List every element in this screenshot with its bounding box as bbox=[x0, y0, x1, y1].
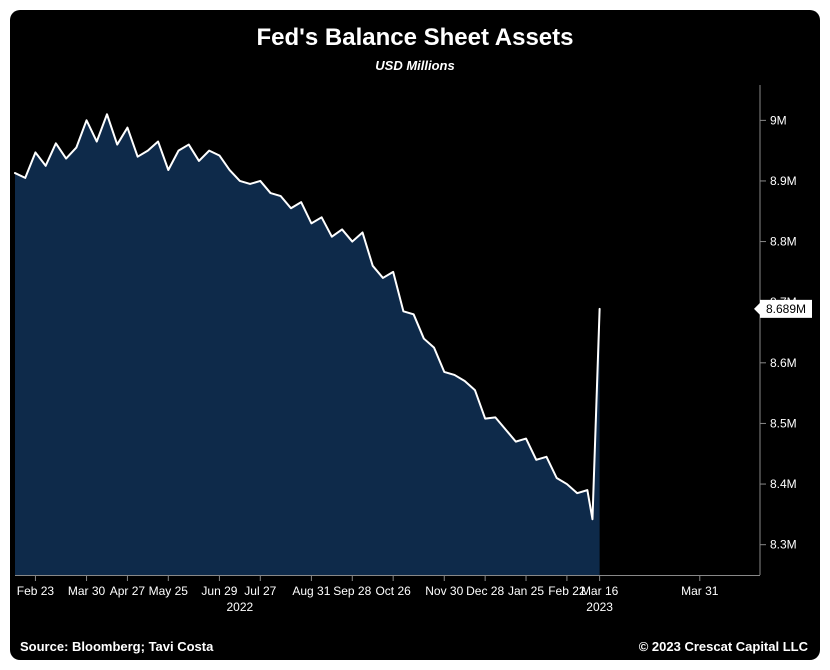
chart-title: Fed's Balance Sheet Assets bbox=[10, 24, 820, 52]
x-tick-label: Mar 16 bbox=[581, 584, 619, 598]
chart-panel: Fed's Balance Sheet Assets USD Millions … bbox=[10, 10, 820, 660]
source-attribution: Source: Bloomberg; Tavi Costa bbox=[20, 639, 213, 654]
x-tick-label: Mar 30 bbox=[68, 584, 106, 598]
x-tick-label: Apr 27 bbox=[110, 584, 146, 598]
y-tick-label: 8.5M bbox=[770, 416, 797, 430]
y-tick-label: 8.4M bbox=[770, 477, 797, 491]
x-tick-label: Nov 30 bbox=[425, 584, 463, 598]
x-tick-label: Sep 28 bbox=[333, 584, 371, 598]
x-tick-label: Jun 29 bbox=[201, 584, 237, 598]
y-tick-label: 8.6M bbox=[770, 356, 797, 370]
x-tick-label: May 25 bbox=[149, 584, 189, 598]
x-tick-label: Oct 26 bbox=[375, 584, 411, 598]
copyright-attribution: © 2023 Crescat Capital LLC bbox=[639, 639, 808, 654]
x-tick-label: Dec 28 bbox=[466, 584, 504, 598]
y-tick-label: 8.9M bbox=[770, 174, 797, 188]
chart-subtitle: USD Millions bbox=[10, 58, 820, 73]
y-tick-label: 8.8M bbox=[770, 235, 797, 249]
last-value-label: 8.689M bbox=[766, 302, 806, 316]
x-year-label: 2023 bbox=[586, 600, 613, 614]
y-tick-label: 8.3M bbox=[770, 538, 797, 552]
y-tick-label: 9M bbox=[770, 113, 787, 127]
x-year-label: 2022 bbox=[227, 600, 254, 614]
chart-plot: 8.3M8.4M8.5M8.6M8.7M8.8M8.9M9MFeb 23Mar … bbox=[10, 85, 820, 645]
x-tick-label: Aug 31 bbox=[292, 584, 330, 598]
area-fill bbox=[15, 114, 600, 575]
last-value-callout: 8.689M bbox=[754, 300, 812, 318]
x-tick-label: Jan 25 bbox=[508, 584, 544, 598]
page-root: Fed's Balance Sheet Assets USD Millions … bbox=[0, 0, 830, 670]
x-tick-label: Feb 23 bbox=[17, 584, 55, 598]
x-tick-label: Jul 27 bbox=[244, 584, 276, 598]
x-tick-label: Mar 31 bbox=[681, 584, 719, 598]
